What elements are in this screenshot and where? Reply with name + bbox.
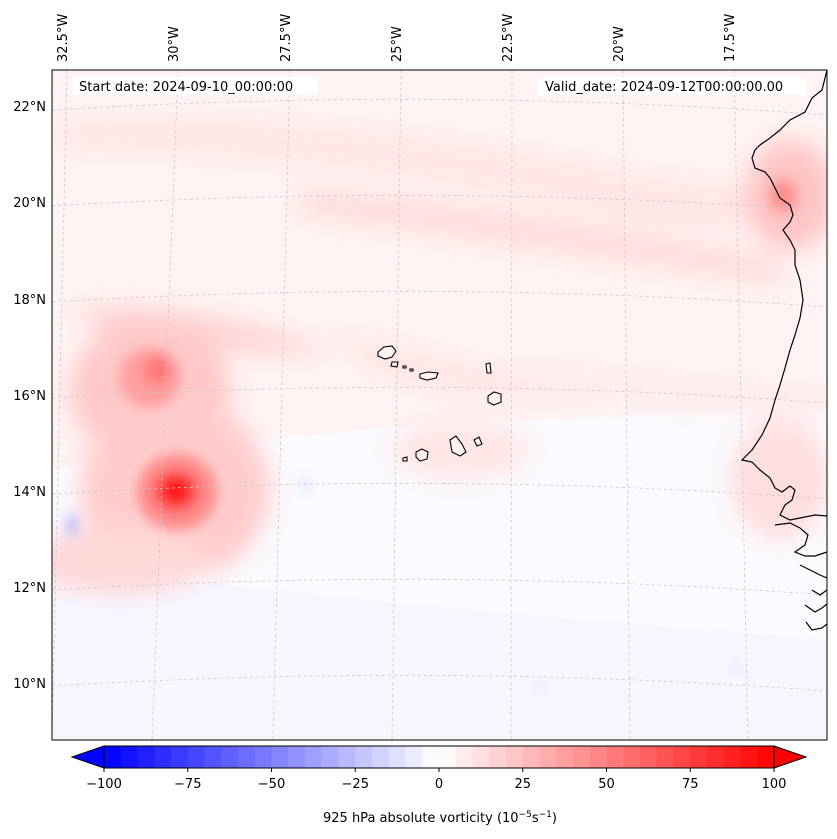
- colorbar-tick-label: 50: [598, 777, 615, 792]
- cape-verde-islands: [377, 345, 502, 462]
- colorbar-cell: [472, 746, 490, 768]
- colorbar-cell: [372, 746, 390, 768]
- lat-label: 20°N: [13, 196, 46, 211]
- lon-label: 17.5°W: [723, 14, 738, 62]
- lat-label: 16°N: [13, 389, 46, 404]
- coastline: [740, 70, 827, 631]
- colorbar-cell: [439, 746, 457, 768]
- colorbar-ticks: −100 −75 −50 −25 0 25 50 75 100: [86, 768, 786, 792]
- valid-date-label: Valid_date: 2024-09-12T00:00:00.00: [545, 80, 783, 95]
- longitude-labels: 32.5°W 30°W 27.5°W 25°W 22.5°W 20°W 17.5…: [56, 14, 738, 62]
- colorbar-cell: [187, 746, 205, 768]
- colorbar-cell: [137, 746, 155, 768]
- lat-label: 22°N: [13, 100, 46, 115]
- colorbar-cell: [305, 746, 323, 768]
- colorbar-tick-label: 75: [682, 777, 699, 792]
- colorbar-cell: [405, 746, 423, 768]
- lat-label: 12°N: [13, 581, 46, 596]
- colorbar-tick-label: −25: [342, 777, 369, 792]
- colorbar-cell: [104, 746, 122, 768]
- colorbar-cell: [740, 746, 758, 768]
- title-left: Start date: 2024-09-10_00:00:00: [72, 77, 318, 95]
- colorbar-tick-label: −100: [86, 777, 122, 792]
- colorbar-cell: [171, 746, 189, 768]
- lat-label: 14°N: [13, 485, 46, 500]
- lat-label: 18°N: [13, 293, 46, 308]
- colorbar-cell: [204, 746, 222, 768]
- colorbar-cell: [623, 746, 641, 768]
- colorbar-cell: [723, 746, 741, 768]
- latitude-labels: 22°N 20°N 18°N 16°N 14°N 12°N 10°N: [13, 100, 46, 692]
- colorbar-extend-max: [773, 745, 808, 769]
- lon-label: 20°W: [612, 26, 627, 62]
- lon-label: 27.5°W: [279, 14, 294, 62]
- lon-label: 25°W: [390, 26, 405, 62]
- colorbar-tick-label: 25: [514, 777, 531, 792]
- vorticity-maxima: [68, 180, 797, 692]
- colorbar-cell: [707, 746, 725, 768]
- colorbar-cell: [673, 746, 691, 768]
- colorbar-label: 925 hPa absolute vorticity (10−5s−1): [323, 810, 557, 826]
- colorbar-cell: [606, 746, 624, 768]
- start-date-label: Start date: 2024-09-10_00:00:00: [79, 80, 293, 95]
- colorbar-cell: [288, 746, 306, 768]
- colorbar-cell: [388, 746, 406, 768]
- colorbar-cell: [573, 746, 591, 768]
- colorbar-cell: [656, 746, 674, 768]
- colorbar-cell: [254, 746, 272, 768]
- colorbar-tick-label: −50: [258, 777, 285, 792]
- colorbar-extend-min: [70, 745, 105, 769]
- colorbar-cell: [120, 746, 138, 768]
- colorbar-cell: [690, 746, 708, 768]
- lon-label: 32.5°W: [56, 14, 71, 62]
- colorbar-tick-label: 0: [435, 777, 443, 792]
- lat-label: 10°N: [13, 677, 46, 692]
- colorbar-tick-label: −75: [174, 777, 201, 792]
- colorbar-tick-label: 100: [762, 777, 787, 792]
- gridlines: [52, 70, 827, 740]
- lon-label: 30°W: [167, 26, 182, 62]
- colorbar-cell: [539, 746, 557, 768]
- weak-negative-region: [52, 560, 827, 740]
- colorbar-cell: [321, 746, 339, 768]
- colorbar-cell: [640, 746, 658, 768]
- colorbar-cell: [522, 746, 540, 768]
- vorticity-field: [52, 117, 827, 595]
- colorbar-cell: [556, 746, 574, 768]
- colorbar-cells: [104, 746, 775, 768]
- title-right: Valid_date: 2024-09-12T00:00:00.00: [537, 77, 807, 95]
- colorbar-cell: [154, 746, 172, 768]
- colorbar-cell: [455, 746, 473, 768]
- colorbar-cell: [589, 746, 607, 768]
- colorbar-cell: [338, 746, 356, 768]
- colorbar-cell: [422, 746, 440, 768]
- colorbar-cell: [506, 746, 524, 768]
- colorbar-cell: [271, 746, 289, 768]
- map-frame: [51, 69, 828, 741]
- colorbar: −100 −75 −50 −25 0 25 50 75 100 925 hPa absolute…: [70, 745, 808, 826]
- colorbar-cell: [238, 746, 256, 768]
- colorbar-cell: [355, 746, 373, 768]
- colorbar-cell: [221, 746, 239, 768]
- colorbar-cell: [757, 746, 775, 768]
- lon-label: 22.5°W: [501, 14, 516, 62]
- colorbar-cell: [489, 746, 507, 768]
- map-panel: [52, 70, 827, 740]
